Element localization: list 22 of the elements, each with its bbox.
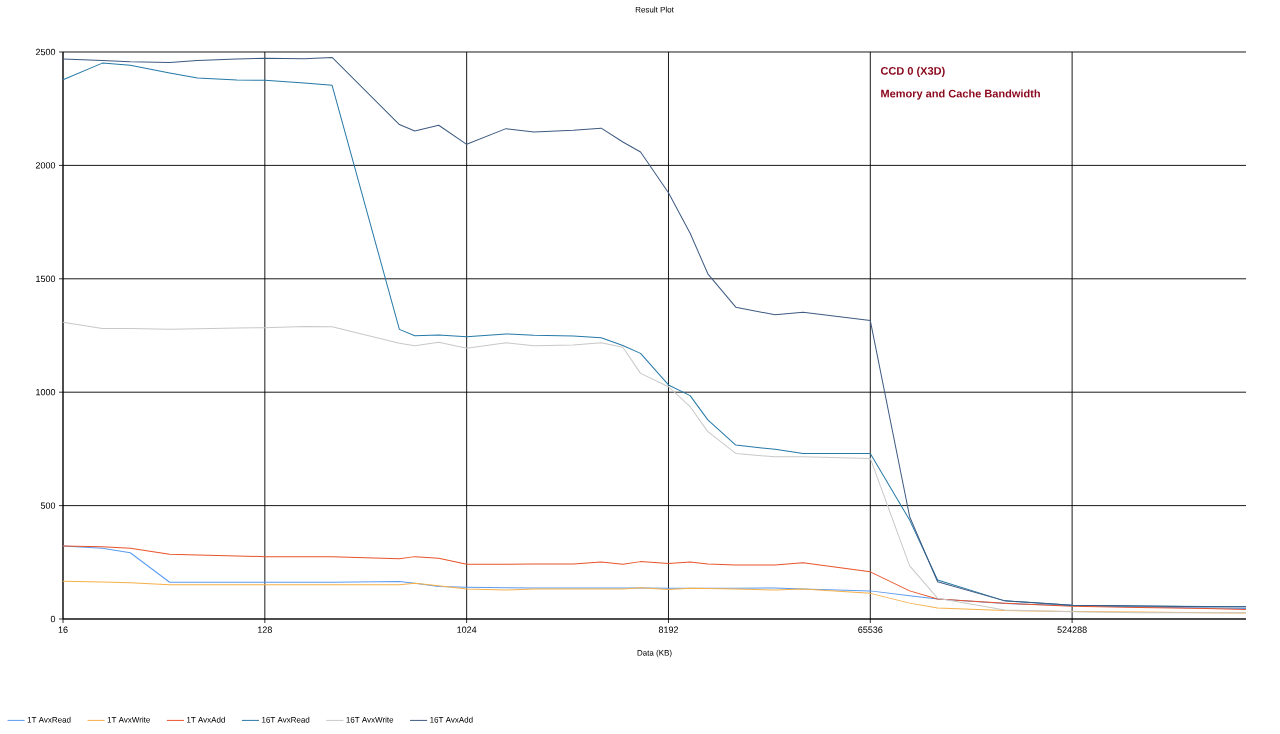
x-tick-label: 16	[58, 626, 68, 633]
y-tick-label: 1000	[36, 389, 56, 396]
x-tick-label: 65536	[858, 626, 883, 633]
legend-label: 16T AvxWrite	[346, 716, 394, 723]
x-tick-label: 1024	[457, 626, 477, 633]
legend-label: 1T AvxAdd	[187, 716, 225, 723]
annotation: Memory and Cache Bandwidth	[881, 89, 1040, 100]
y-tick-label: 1500	[36, 275, 56, 282]
y-tick-label: 2500	[35, 48, 56, 56]
x-axis-title: Data (KB)	[637, 649, 672, 658]
chart-title: Result Plot	[635, 6, 674, 13]
y-tick-label: 2000	[35, 162, 56, 169]
y-tick-label: 500	[40, 502, 56, 509]
legend-label: 1T AvxWrite	[107, 716, 150, 723]
annotation: CCD 0 (X3D)	[880, 66, 945, 77]
legend-label: 1T AvxRead	[27, 716, 71, 723]
legend-label: 16T AvxRead	[262, 716, 310, 723]
x-tick-label: 128	[258, 626, 272, 633]
x-tick-label: 524288	[1057, 626, 1087, 633]
x-tick-label: 8192	[658, 626, 679, 633]
legend-label: 16T AvxAdd	[430, 716, 473, 723]
y-tick-label: 0	[50, 615, 56, 623]
